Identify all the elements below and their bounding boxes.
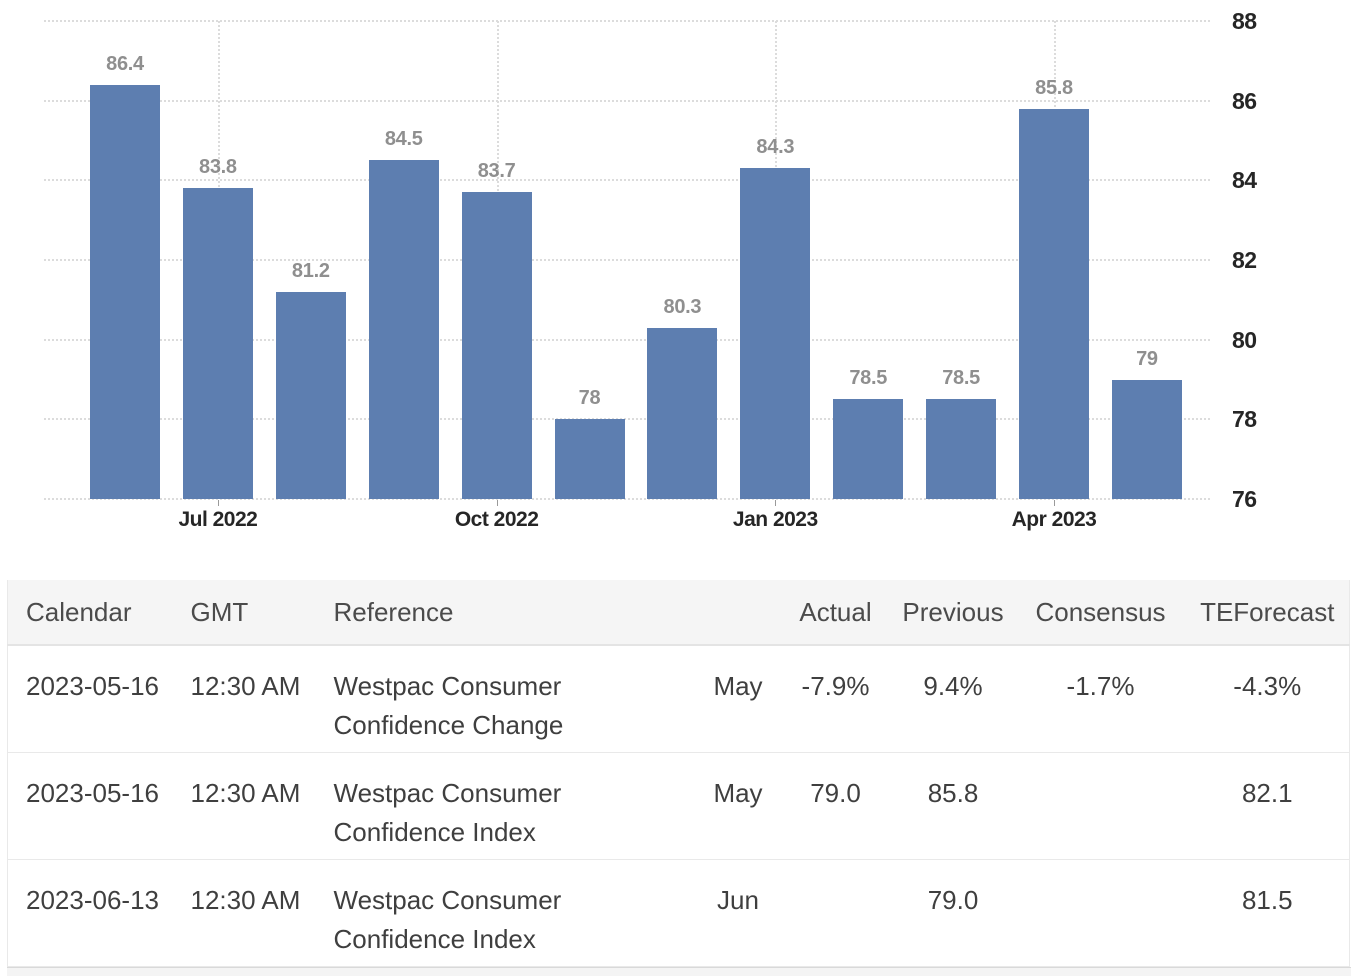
reference-link[interactable]: Westpac Consumer Confidence Index — [333, 752, 696, 860]
bar-value-label: 81.2 — [291, 259, 330, 282]
bar[interactable] — [182, 188, 253, 499]
bar[interactable] — [647, 327, 718, 499]
bar-value-label: 84.5 — [384, 128, 423, 151]
period-cell: May — [695, 645, 781, 753]
bar[interactable] — [1111, 379, 1182, 499]
column-header-reference: Reference — [333, 580, 696, 646]
reference-link[interactable]: Westpac Consumer Confidence Index — [333, 859, 696, 967]
bar[interactable] — [90, 84, 160, 499]
column-header-calendar: Calendar — [7, 580, 191, 646]
column-header-teforecast: TEForecast — [1185, 580, 1350, 646]
bar[interactable] — [926, 399, 997, 499]
next-section-strip — [7, 967, 1351, 976]
y-axis-label: 88 — [1232, 8, 1257, 34]
consensus-cell — [1015, 752, 1186, 860]
economic-calendar-table: Calendar GMT Reference Actual Previous C… — [7, 580, 1350, 967]
reference-link[interactable]: Westpac Consumer Confidence Change — [333, 645, 696, 753]
y-axis-label: 82 — [1232, 247, 1257, 273]
horizontal-gridline — [44, 498, 1210, 500]
actual-cell: -7.9% — [780, 645, 891, 753]
x-axis-label: Jul 2022 — [178, 508, 258, 531]
x-axis-tick — [496, 500, 498, 506]
horizontal-gridline — [44, 179, 1210, 182]
teforecast-cell: 81.5 — [1185, 859, 1350, 967]
x-axis-label: Apr 2023 — [1011, 508, 1097, 531]
teforecast-cell: 82.1 — [1185, 752, 1350, 860]
previous-cell: 85.8 — [890, 752, 1016, 860]
table-row: 2023-06-13 12:30 AM Westpac Consumer Con… — [7, 859, 1350, 967]
teforecast-cell: -4.3% — [1185, 645, 1350, 753]
horizontal-gridline — [44, 99, 1210, 102]
bar[interactable] — [368, 160, 439, 499]
x-axis-tick — [1054, 500, 1055, 506]
bar[interactable] — [833, 399, 904, 499]
horizontal-gridline — [44, 338, 1210, 341]
table-row: 2023-05-16 12:30 AM Westpac Consumer Con… — [7, 645, 1350, 753]
horizontal-gridline — [44, 418, 1210, 421]
bar[interactable] — [740, 168, 811, 499]
x-axis-tick — [217, 500, 219, 506]
consensus-cell — [1015, 859, 1186, 967]
column-header-consensus: Consensus — [1015, 580, 1186, 646]
actual-cell — [780, 859, 891, 967]
horizontal-gridline — [44, 20, 1210, 22]
bar-value-label: 85.8 — [1035, 76, 1073, 99]
previous-cell: 79.0 — [890, 859, 1016, 967]
bar[interactable] — [461, 192, 532, 499]
gmt-cell: 12:30 AM — [190, 859, 334, 967]
calendar-cell: 2023-05-16 — [7, 752, 191, 860]
y-axis-label: 84 — [1232, 167, 1257, 194]
gmt-cell: 12:30 AM — [190, 645, 334, 753]
bar-value-label: 80.3 — [663, 295, 702, 318]
actual-cell: 79.0 — [780, 752, 891, 860]
bar-value-label: 86.4 — [106, 52, 144, 75]
y-axis-label: 76 — [1232, 486, 1257, 512]
confidence-bar-chart: 76 78 80 82 84 86 88 Jul 2022 Oct 2022 Jan 2023 Ap… — [44, 8, 1257, 531]
horizontal-gridline — [44, 259, 1210, 261]
bar-value-label: 83.8 — [199, 156, 237, 179]
bar-value-label: 78.5 — [942, 367, 980, 390]
x-axis-label: Oct 2022 — [454, 508, 539, 531]
period-cell: Jun — [695, 859, 781, 967]
column-header-gmt: GMT — [190, 580, 334, 646]
bar-value-label: 79 — [1136, 347, 1158, 370]
bar-value-label: 78 — [578, 387, 601, 410]
bar-value-label: 84.3 — [756, 136, 795, 159]
table-header-row: Calendar GMT Reference Actual Previous C… — [7, 580, 1350, 646]
bar-value-label: 78.5 — [849, 367, 888, 390]
calendar-cell: 2023-06-13 — [7, 859, 191, 967]
column-header-previous: Previous — [890, 580, 1016, 646]
y-axis-label: 86 — [1232, 87, 1257, 114]
x-axis-label: Jan 2023 — [732, 508, 818, 531]
column-header-period — [695, 580, 781, 646]
previous-cell: 9.4% — [890, 645, 1016, 753]
bar[interactable] — [275, 291, 346, 499]
y-axis-label: 80 — [1232, 326, 1257, 353]
period-cell: May — [695, 752, 781, 860]
gmt-cell: 12:30 AM — [190, 752, 334, 860]
calendar-cell: 2023-05-16 — [7, 645, 191, 753]
x-axis-tick — [775, 500, 777, 506]
bar[interactable] — [554, 419, 625, 499]
bar[interactable] — [1019, 108, 1089, 499]
bar-value-label: 83.7 — [477, 160, 516, 183]
column-header-actual: Actual — [780, 580, 891, 646]
consensus-cell: -1.7% — [1015, 645, 1186, 753]
y-axis-label: 78 — [1232, 406, 1257, 433]
table-row: 2023-05-16 12:30 AM Westpac Consumer Con… — [7, 752, 1350, 860]
